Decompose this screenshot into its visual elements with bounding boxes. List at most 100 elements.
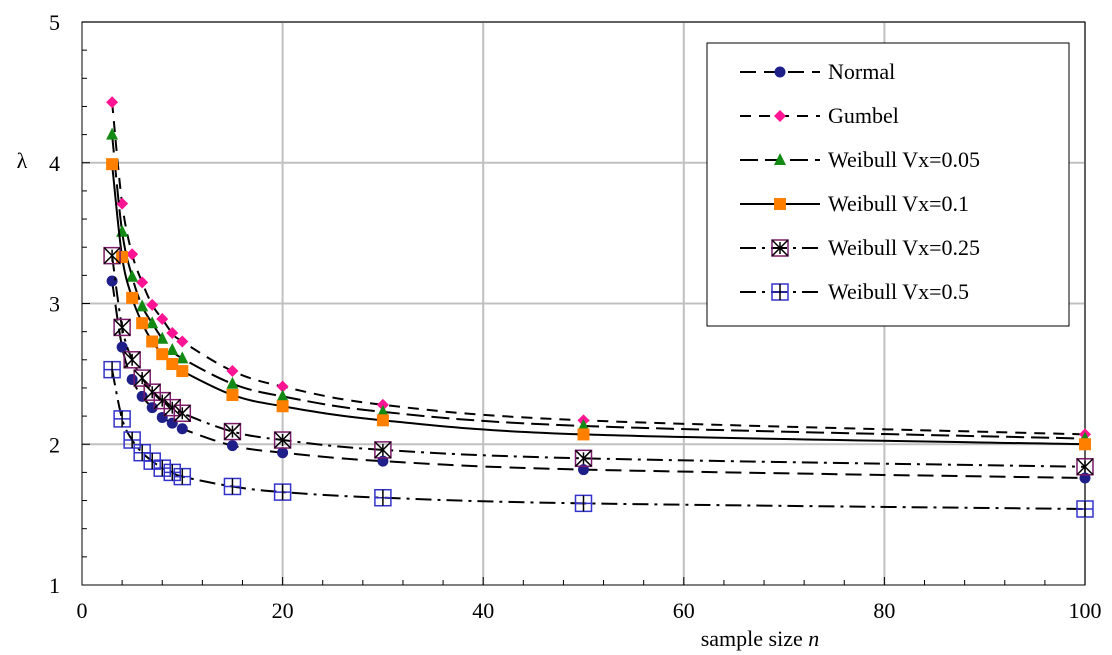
legend-label: Weibull Vx=0.5 <box>828 279 969 304</box>
data-point <box>376 404 389 417</box>
series-3 <box>106 127 1091 444</box>
data-point <box>774 66 786 78</box>
data-point <box>771 239 789 257</box>
x-tick-label: 80 <box>873 598 895 623</box>
data-point <box>577 418 590 431</box>
data-point <box>166 342 179 355</box>
data-point <box>126 248 139 261</box>
data-point <box>163 398 182 417</box>
point-marker <box>146 298 159 311</box>
data-point <box>577 428 590 441</box>
data-point <box>143 452 161 470</box>
point-marker-box <box>133 369 151 387</box>
x-tick-label: 60 <box>673 598 695 623</box>
legend-item: Weibull Vx=0.25 <box>740 235 980 260</box>
data-point <box>173 467 192 486</box>
point-marker <box>226 376 239 389</box>
point-marker <box>156 331 169 344</box>
data-point <box>106 275 118 287</box>
point-marker <box>176 423 188 435</box>
data-point <box>176 351 189 364</box>
data-point <box>156 331 169 344</box>
point-marker <box>106 96 119 109</box>
series-layer <box>103 96 1094 518</box>
data-point <box>771 283 789 301</box>
y-tick-label: 4 <box>49 151 60 176</box>
legend-item: Weibull Vx=0.05 <box>740 147 980 172</box>
legend-item: Weibull Vx=0.5 <box>740 279 969 304</box>
point-marker <box>126 291 139 304</box>
x-tick-label: 20 <box>272 598 294 623</box>
y-tick-label: 3 <box>49 292 60 317</box>
x-axis-label: sample size n <box>701 626 820 651</box>
point-marker-box <box>113 318 131 337</box>
data-point <box>176 365 189 378</box>
data-point <box>166 327 179 340</box>
point-marker <box>276 400 289 413</box>
data-point <box>156 348 169 361</box>
point-marker <box>166 342 179 355</box>
point-marker <box>376 414 389 427</box>
point-marker <box>136 299 149 312</box>
y-tick-label: 1 <box>49 573 60 598</box>
point-marker-box <box>153 391 171 410</box>
data-point <box>146 335 159 348</box>
point-marker <box>276 389 289 402</box>
data-point <box>126 269 139 282</box>
data-point <box>173 404 192 423</box>
legend-label: Weibull Vx=0.1 <box>828 191 969 216</box>
data-point <box>136 276 149 289</box>
data-point <box>113 318 131 337</box>
point-marker-box <box>173 404 192 423</box>
data-point <box>774 110 786 122</box>
legend-label: Weibull Vx=0.05 <box>828 147 980 172</box>
legend-label: Normal <box>828 59 895 84</box>
data-point <box>1076 500 1094 518</box>
legend-item: Normal <box>740 59 895 84</box>
point-marker <box>106 127 119 140</box>
point-marker <box>126 248 139 261</box>
point-marker <box>226 440 238 452</box>
legend-label: Weibull Vx=0.25 <box>828 235 980 260</box>
point-marker <box>176 351 189 364</box>
data-point <box>276 400 289 413</box>
point-marker <box>126 269 139 282</box>
point-marker <box>277 447 289 459</box>
point-marker <box>176 335 189 348</box>
point-marker <box>1079 438 1091 451</box>
point-marker-box <box>374 441 392 459</box>
data-point <box>223 422 242 441</box>
point-marker <box>156 348 169 361</box>
data-point <box>103 360 121 379</box>
legend-items: Normal Gumbel Weibull Vx=0.05 Weibull Vx=0.… <box>740 59 980 304</box>
legend: Normal Gumbel Weibull Vx=0.05 Weibull Vx=0.… <box>706 42 1070 327</box>
point-marker <box>176 365 189 378</box>
data-point <box>774 153 786 165</box>
x-tick-label: 40 <box>472 598 494 623</box>
data-point <box>153 459 171 477</box>
data-point <box>226 388 239 401</box>
point-marker <box>166 358 179 371</box>
data-point <box>574 494 593 513</box>
data-point <box>176 335 189 348</box>
data-point <box>374 488 392 507</box>
point-marker-box <box>771 239 789 257</box>
data-point <box>126 291 139 304</box>
data-point <box>123 431 141 449</box>
data-point <box>276 389 289 402</box>
data-point <box>106 96 119 109</box>
data-point <box>166 358 179 371</box>
point-marker <box>166 327 179 340</box>
data-point <box>116 341 128 353</box>
x-tick-label: 0 <box>77 598 88 623</box>
data-point <box>226 365 239 378</box>
point-marker-box <box>163 398 182 417</box>
point-marker <box>276 380 289 393</box>
axis-ticks: 0 20 40 60 80 100 1 2 3 4 5 <box>49 10 1102 623</box>
series-line <box>111 369 1086 510</box>
data-point <box>136 317 149 330</box>
point-marker-box <box>103 246 121 265</box>
point-marker <box>136 317 149 330</box>
point-marker <box>136 276 149 289</box>
data-point <box>103 246 121 265</box>
